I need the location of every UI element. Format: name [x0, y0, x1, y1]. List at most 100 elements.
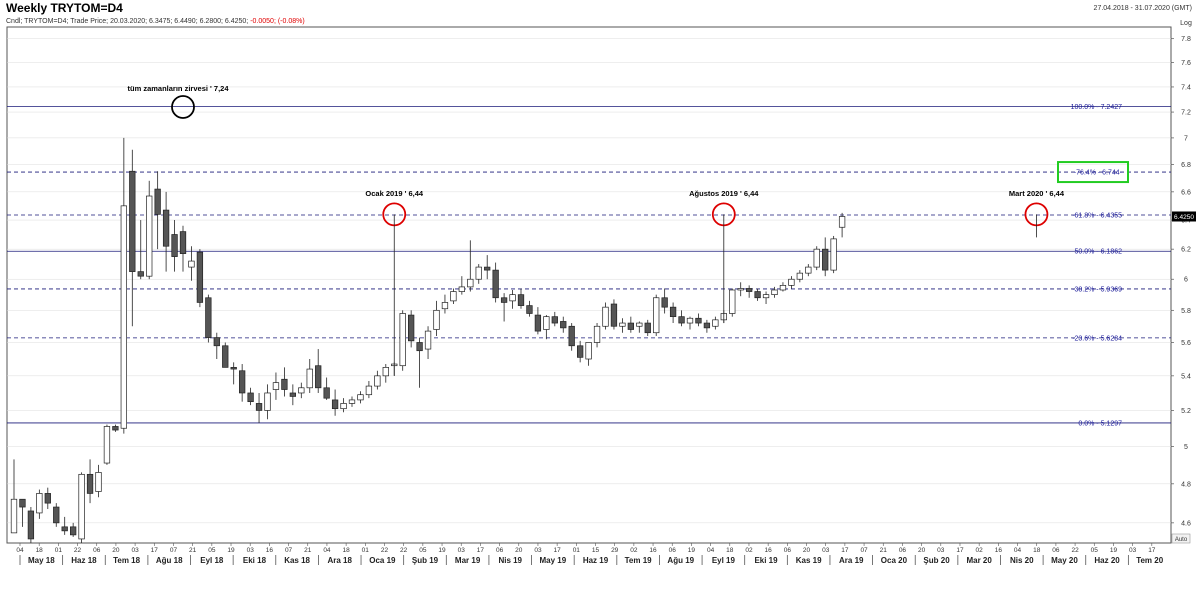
- candle-up[interactable]: [830, 238, 837, 271]
- candle-down[interactable]: [568, 325, 575, 347]
- candle-down[interactable]: [137, 271, 144, 277]
- candle-down[interactable]: [213, 337, 220, 347]
- candle-up[interactable]: [146, 195, 153, 277]
- candle-down[interactable]: [669, 306, 677, 318]
- candle-down[interactable]: [560, 321, 567, 329]
- candle-up[interactable]: [593, 325, 601, 343]
- candle-up[interactable]: [813, 248, 820, 268]
- candle-down[interactable]: [196, 251, 204, 303]
- candle-up[interactable]: [340, 403, 347, 410]
- candle-up[interactable]: [78, 473, 85, 540]
- candle-down[interactable]: [247, 392, 254, 403]
- candle-down[interactable]: [86, 473, 94, 494]
- candle-up[interactable]: [272, 382, 280, 390]
- candle-down[interactable]: [500, 297, 508, 303]
- candle-up[interactable]: [602, 306, 609, 327]
- candle-down[interactable]: [323, 387, 330, 399]
- candle-down[interactable]: [576, 345, 584, 358]
- candle-up[interactable]: [103, 426, 111, 464]
- candle-up[interactable]: [382, 367, 389, 377]
- candle-up[interactable]: [120, 205, 128, 429]
- candle-down[interactable]: [239, 370, 246, 394]
- candle-up[interactable]: [838, 216, 846, 228]
- candle-down[interactable]: [315, 365, 322, 389]
- candle-up[interactable]: [10, 498, 18, 534]
- candle-up[interactable]: [399, 313, 406, 367]
- candle-up[interactable]: [188, 260, 195, 268]
- candle-down[interactable]: [610, 303, 618, 327]
- candle-down[interactable]: [19, 498, 26, 508]
- candle-down[interactable]: [162, 209, 170, 247]
- candle-up[interactable]: [458, 286, 465, 292]
- candle-down[interactable]: [44, 493, 51, 504]
- candle-up[interactable]: [712, 319, 719, 327]
- candle-down[interactable]: [179, 231, 187, 254]
- candle-up[interactable]: [729, 289, 736, 314]
- candle-up[interactable]: [636, 322, 643, 327]
- candle-up[interactable]: [737, 288, 744, 291]
- candle-up[interactable]: [441, 302, 449, 310]
- candle-down[interactable]: [171, 234, 178, 257]
- candle-down[interactable]: [822, 248, 829, 271]
- candle-down[interactable]: [230, 367, 237, 370]
- candle-down[interactable]: [289, 392, 296, 397]
- candle-up[interactable]: [298, 387, 305, 394]
- candle-up[interactable]: [450, 291, 457, 302]
- candle-down[interactable]: [61, 526, 68, 532]
- candle-up[interactable]: [543, 316, 550, 330]
- candle-down[interactable]: [222, 345, 229, 368]
- candle-down[interactable]: [627, 322, 634, 330]
- candle-up[interactable]: [805, 266, 812, 274]
- candle-up[interactable]: [509, 294, 516, 302]
- candle-up[interactable]: [771, 289, 778, 295]
- candle-up[interactable]: [619, 322, 626, 327]
- candle-up[interactable]: [585, 342, 592, 360]
- candle-down[interactable]: [331, 399, 339, 410]
- candle-up[interactable]: [306, 368, 313, 389]
- candle-down[interactable]: [154, 188, 161, 215]
- candle-down[interactable]: [517, 294, 525, 306]
- candle-up[interactable]: [788, 278, 795, 286]
- candle-down[interactable]: [745, 288, 753, 292]
- candle-down[interactable]: [205, 297, 212, 338]
- candle-down[interactable]: [526, 305, 533, 314]
- candle-down[interactable]: [27, 510, 35, 540]
- candle-down[interactable]: [695, 317, 702, 324]
- candle-down[interactable]: [281, 378, 288, 390]
- candle-down[interactable]: [255, 403, 263, 411]
- candle-down[interactable]: [416, 342, 423, 352]
- candle-up[interactable]: [95, 472, 102, 492]
- candle-up[interactable]: [424, 330, 432, 350]
- candle-up[interactable]: [348, 399, 356, 404]
- candle-up[interactable]: [796, 272, 803, 280]
- candle-up[interactable]: [779, 285, 787, 291]
- candle-down[interactable]: [69, 526, 77, 536]
- candle-down[interactable]: [492, 269, 499, 299]
- candle-down[interactable]: [644, 322, 651, 334]
- candle-down[interactable]: [661, 297, 668, 308]
- candle-up[interactable]: [357, 394, 364, 401]
- candle-up[interactable]: [374, 375, 381, 387]
- candle-up[interactable]: [762, 294, 770, 299]
- candle-down[interactable]: [484, 266, 491, 271]
- auto-button[interactable]: Auto: [1171, 533, 1191, 544]
- candle-up[interactable]: [264, 392, 271, 411]
- candle-down[interactable]: [53, 506, 60, 524]
- candle-up[interactable]: [36, 493, 43, 514]
- candle-down[interactable]: [703, 322, 711, 329]
- candle-down[interactable]: [551, 316, 558, 324]
- candle-up[interactable]: [653, 297, 660, 334]
- candle-down[interactable]: [534, 314, 542, 332]
- candle-down[interactable]: [754, 291, 761, 299]
- candle-down[interactable]: [408, 314, 415, 342]
- candle-up[interactable]: [365, 385, 373, 396]
- candle-up[interactable]: [467, 278, 474, 288]
- candle-down[interactable]: [112, 426, 119, 431]
- candles[interactable]: [10, 137, 846, 543]
- candle-down[interactable]: [129, 170, 136, 272]
- candle-up[interactable]: [686, 317, 694, 324]
- candle-up[interactable]: [475, 266, 482, 280]
- candle-up[interactable]: [433, 309, 440, 330]
- candle-down[interactable]: [678, 316, 685, 324]
